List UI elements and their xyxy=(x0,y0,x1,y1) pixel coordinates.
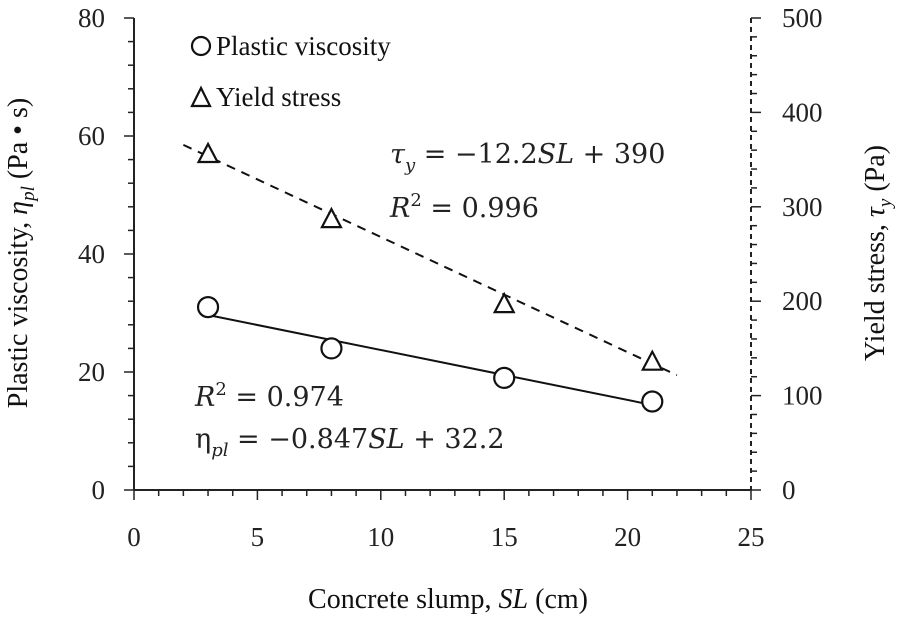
legend-triangle-marker xyxy=(190,85,212,108)
axes: 0 5 10 15 20 25 0 20 40 60 80 0 100 200 300 400 500 xyxy=(78,3,823,552)
x-tick-label: 5 xyxy=(251,522,265,552)
x-tick-label: 25 xyxy=(738,522,765,552)
y-right-tick-label: 200 xyxy=(782,286,823,316)
x-tick-label: 0 xyxy=(127,522,141,552)
y-right-tick-label: 400 xyxy=(782,97,823,127)
yield-stress-point xyxy=(640,349,664,371)
plastic-viscosity-point xyxy=(493,366,516,389)
y-left-tick-label: 40 xyxy=(78,239,105,269)
yield-stress-point xyxy=(196,141,220,164)
yield-stress-fit-line xyxy=(182,143,678,377)
x-tick-label: 20 xyxy=(614,522,641,552)
y-left-tick-label: 60 xyxy=(78,121,105,151)
y-right-axis-label: Yield stress, τy (Pa) xyxy=(860,145,896,361)
yield-stress-equation: τy = −12.2SL + 390 xyxy=(390,139,665,176)
yield-stress-r2: R2 = 0.996 xyxy=(389,190,539,224)
y-right-tick-label: 100 xyxy=(782,381,823,411)
x-axis-label: Concrete slump, SL (cm) xyxy=(308,584,588,615)
y-left-axis-label: Plastic viscosity, ηpl (Pa • s) xyxy=(3,98,39,408)
y-left-tick-label: 80 xyxy=(78,3,105,33)
plastic-viscosity-point xyxy=(196,296,220,319)
y-right-tick-label: 500 xyxy=(782,3,823,33)
legend: Plastic viscosity Yield stress xyxy=(190,31,391,112)
y-right-tick-label: 0 xyxy=(782,475,796,505)
plastic-viscosity-fit-line xyxy=(207,314,653,406)
yield-stress-point xyxy=(492,291,516,314)
y-left-tick-label: 20 xyxy=(78,357,105,387)
fit-lines xyxy=(182,143,678,406)
plastic-viscosity-equation: ηpl = −0.847SL + 32.2 xyxy=(195,424,505,461)
plastic-viscosity-point xyxy=(641,390,664,413)
y-left-tick-label: 0 xyxy=(92,475,106,505)
legend-circle-marker xyxy=(190,35,212,57)
x-tick-label: 10 xyxy=(367,522,394,552)
data-points xyxy=(196,141,664,413)
plastic-viscosity-point xyxy=(320,337,343,360)
plastic-viscosity-r2: R2 = 0.974 xyxy=(194,379,344,413)
y-right-tick-label: 300 xyxy=(782,192,823,222)
yield-stress-point xyxy=(320,206,343,229)
x-tick-label: 15 xyxy=(491,522,518,552)
legend-yield-stress: Yield stress xyxy=(216,82,341,112)
legend-plastic-viscosity: Plastic viscosity xyxy=(216,31,391,61)
